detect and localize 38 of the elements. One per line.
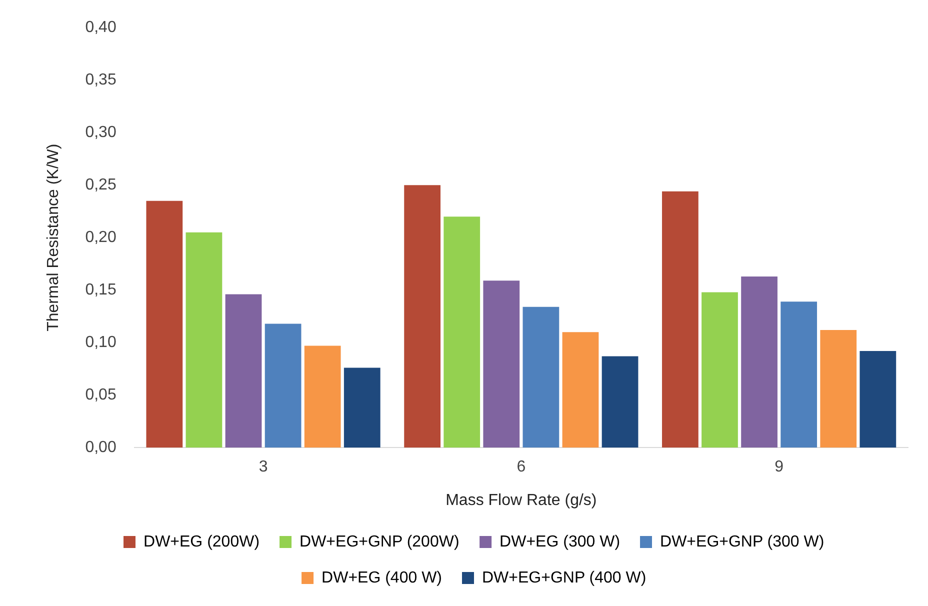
bar <box>264 324 302 448</box>
x-tick-label: 6 <box>516 458 526 476</box>
bar <box>444 216 480 448</box>
bar <box>741 276 778 448</box>
y-tick-label: 0,15 <box>85 282 116 299</box>
bar <box>483 280 520 448</box>
bar <box>820 330 857 448</box>
bar <box>186 232 222 448</box>
legend-label: DW+EG (400 W) <box>322 569 442 586</box>
legend-label: DW+EG+GNP (200W) <box>300 533 460 550</box>
bar <box>602 356 638 448</box>
bar <box>562 332 599 448</box>
bar <box>860 351 896 448</box>
y-tick-label: 0,00 <box>85 439 116 456</box>
bar <box>344 368 380 448</box>
y-tick-label: 0,25 <box>85 176 116 194</box>
y-tick-label: 0,10 <box>85 334 116 352</box>
bar <box>404 185 441 448</box>
y-tick-label: 0,40 <box>85 19 116 36</box>
legend-label: DW+EG (200W) <box>144 533 260 550</box>
bar <box>780 302 818 448</box>
y-tick-label: 0,05 <box>85 386 116 404</box>
y-tick-label: 0,35 <box>85 72 116 89</box>
bar <box>304 346 341 448</box>
bar <box>225 294 262 448</box>
bar <box>522 306 560 448</box>
bar <box>662 191 698 448</box>
legend-label: DW+EG+GNP (400 W) <box>482 569 646 586</box>
legend-label: DW+EG+GNP (300 W) <box>660 533 824 550</box>
bar <box>702 292 738 448</box>
x-tick-label: 3 <box>258 458 268 476</box>
bar <box>146 200 183 448</box>
y-tick-label: 0,30 <box>85 124 116 142</box>
x-tick-label: 9 <box>774 458 784 476</box>
legend-label: DW+EG (300 W) <box>500 533 620 550</box>
x-axis-title: Mass Flow Rate (g/s) <box>446 492 597 509</box>
y-tick-label: 0,20 <box>85 229 116 246</box>
y-axis-title: Thermal Resistance (K/W) <box>45 144 62 332</box>
